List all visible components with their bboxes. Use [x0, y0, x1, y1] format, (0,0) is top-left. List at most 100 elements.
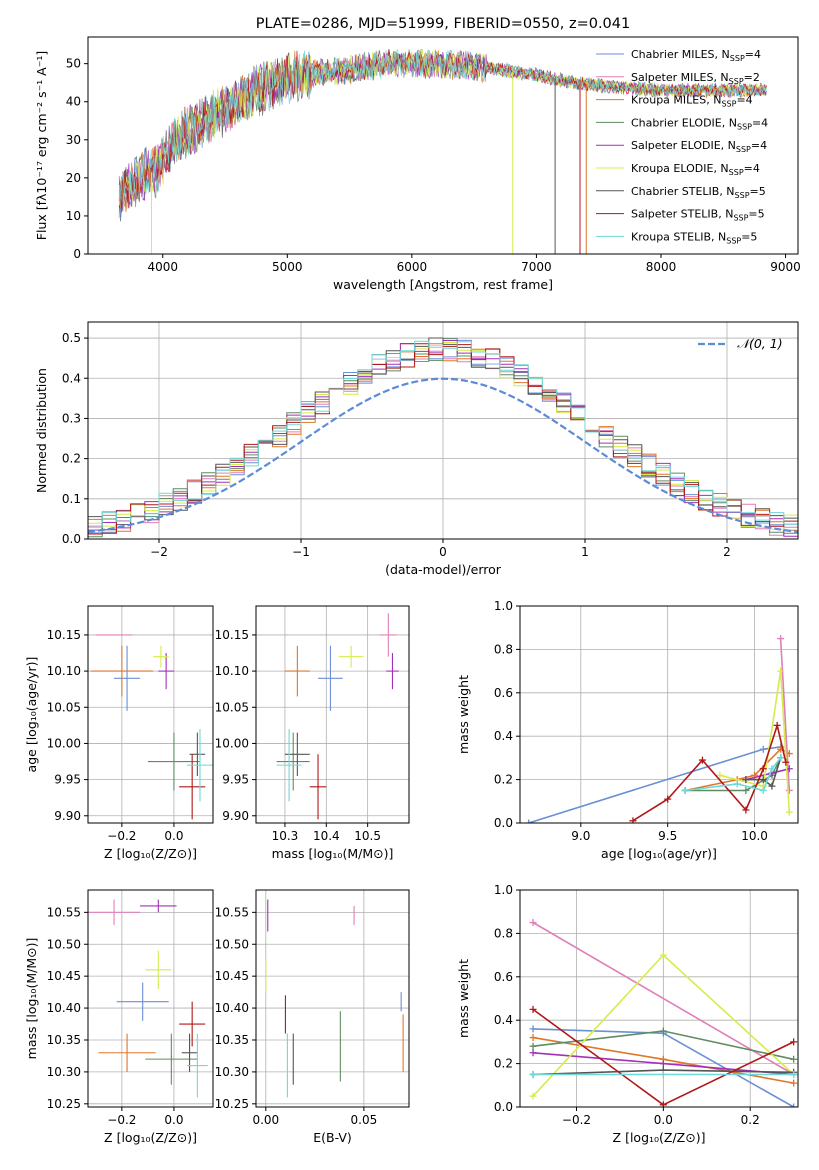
- legend-entry: Salpeter STELIB, NSSP=5: [631, 208, 765, 223]
- legend-nssp-value: =4: [745, 48, 761, 61]
- x-tick-label: 5000: [272, 260, 303, 274]
- x-tick-label: 0.05: [351, 1113, 378, 1127]
- y-tick-label: 10.00: [215, 736, 249, 750]
- x-tick-label: 10.3: [272, 829, 299, 843]
- weight-marker-chabrier-elodie: [742, 786, 750, 794]
- y-tick-label: 30: [66, 133, 81, 147]
- legend-nssp-value: =4: [752, 116, 768, 129]
- weight-marker-kroupa-miles: [529, 1034, 537, 1042]
- legend-nssp-sub: SSP: [736, 145, 751, 154]
- y-axis-label: mass weight: [456, 959, 471, 1038]
- histogram-chabrier-stelib: [88, 337, 798, 531]
- legend-entry: Kroupa STELIB, NSSP=5: [631, 230, 757, 245]
- axes-frame: [87, 889, 214, 1108]
- panel-weight-vs-Z: −0.2 0.0 0.2 0.0 0.2 0.4 0.6 0.8 1.0 Z [log₁₀(Z/Z…: [456, 883, 799, 1145]
- weight-marker-kroupa-stelib: [733, 780, 741, 788]
- y-tick-label: 10.50: [215, 937, 249, 951]
- y-tick-label: 10.40: [215, 1001, 249, 1015]
- y-tick-label: 10.05: [47, 700, 81, 714]
- x-tick-label: 9000: [770, 260, 801, 274]
- x-axis-label: E(B-V): [313, 1130, 352, 1145]
- weight-marker-salpeter-miles: [529, 919, 537, 927]
- legend-entry: 𝒩(0, 1): [737, 336, 783, 351]
- legend-nssp-sub: SSP: [729, 168, 744, 177]
- y-tick-label: 10.15: [215, 628, 249, 642]
- legend-entry: Kroupa MILES, NSSP=4: [631, 94, 753, 109]
- y-tick-label: 10.10: [215, 664, 249, 678]
- weight-marker-salpeter-miles: [785, 786, 793, 794]
- x-tick-label: 0.0: [164, 829, 183, 843]
- legend-nssp-prefix: , N: [706, 94, 721, 107]
- y-tick-label: 9.90: [54, 809, 81, 823]
- panel-mass-vs-EBV: 0.00 0.05 10.25 10.30 10.35 10.40 10.45 10.50 10…: [215, 889, 410, 1145]
- y-tick-label: 0.1: [62, 492, 81, 506]
- x-tick-label: 0.2: [741, 1113, 760, 1127]
- weight-marker-salpeter-stelib: [629, 817, 637, 823]
- y-tick-label: 10.15: [47, 628, 81, 642]
- legend-series-name: Chabrier ELODIE: [631, 116, 722, 129]
- y-tick-label: 10.40: [47, 1001, 81, 1015]
- legend-nssp-value: =4: [736, 94, 752, 107]
- y-tick-label: 0.4: [494, 1013, 513, 1027]
- weight-marker-kroupa-elodie: [716, 771, 724, 779]
- legend-series-name: Chabrier MILES: [631, 48, 715, 61]
- spectrum-line-kroupa-stelib: [118, 49, 767, 204]
- legend-series-name: Kroupa ELODIE: [631, 162, 713, 175]
- legend-nssp-sub: SSP: [721, 100, 736, 109]
- weight-marker-salpeter-stelib: [659, 1101, 667, 1107]
- y-tick-label: 1.0: [494, 599, 513, 613]
- weight-marker-kroupa-stelib: [790, 1070, 798, 1078]
- x-tick-label: 8000: [646, 260, 677, 274]
- weight-marker-salpeter-elodie: [529, 1049, 537, 1057]
- y-axis-label: age [log₁₀(age/yr)]: [24, 657, 39, 773]
- legend-series-name: Chabrier STELIB: [631, 185, 719, 198]
- weight-marker-salpeter-miles: [777, 635, 785, 643]
- x-tick-label: 0.0: [164, 1113, 183, 1127]
- y-tick-label: 50: [66, 57, 81, 71]
- x-tick-label: 10.0: [741, 829, 768, 843]
- y-tick-label: 0.0: [494, 1100, 513, 1114]
- y-tick-label: 10.10: [47, 664, 81, 678]
- weight-line-chabrier-elodie: [685, 757, 782, 792]
- legend-series-name: Salpeter MILES: [631, 71, 713, 84]
- axes-frame: [255, 605, 410, 824]
- x-tick-label: −2: [150, 545, 168, 559]
- x-tick-label: −1: [292, 545, 310, 559]
- x-tick-label: 6000: [397, 260, 428, 274]
- y-tick-label: 10.25: [215, 1097, 249, 1111]
- legend-nssp-prefix: , N: [713, 162, 728, 175]
- legend-nssp-prefix: , N: [713, 71, 728, 84]
- y-tick-label: 0.5: [62, 331, 81, 345]
- legend-series-name: Kroupa STELIB: [631, 230, 711, 243]
- panel-age-vs-Z: −0.2 0.0 9.90 9.95 10.00 10.05 10.10 10.15 Z [lo…: [24, 605, 214, 861]
- plot-area-age-vs-Z: [90, 634, 213, 820]
- weight-marker-salpeter-stelib: [742, 806, 750, 814]
- weight-marker-chabrier-elodie: [790, 1055, 798, 1063]
- y-tick-label: 10.25: [47, 1097, 81, 1111]
- x-tick-label: −0.2: [107, 829, 136, 843]
- y-tick-label: 0.2: [494, 773, 513, 787]
- y-axis-label: mass weight: [456, 675, 471, 754]
- plot-area-weight-vs-age: [525, 635, 793, 823]
- legend-nssp-value: =5: [750, 185, 766, 198]
- legend-nssp-value: =4: [744, 162, 760, 175]
- plot-area-mass-vs-EBV: [265, 899, 404, 1098]
- y-tick-label: 10.55: [47, 905, 81, 919]
- y-tick-label: 40: [66, 95, 81, 109]
- weight-marker-kroupa-stelib: [759, 786, 767, 794]
- weight-marker-salpeter-stelib: [664, 795, 672, 803]
- y-tick-label: 10.30: [215, 1065, 249, 1079]
- weight-marker-chabrier-elodie: [659, 1027, 667, 1035]
- chart-title: PLATE=0286, MJD=51999, FIBERID=0550, z=0…: [256, 16, 630, 32]
- weight-marker-kroupa-elodie: [529, 1092, 537, 1100]
- legend-entry: Chabrier MILES, NSSP=4: [631, 48, 761, 63]
- legend-entry: Salpeter MILES, NSSP=2: [631, 71, 760, 86]
- y-tick-label: 10.55: [215, 905, 249, 919]
- histogram-salpeter-stelib: [88, 343, 798, 535]
- x-axis-label: Z [log₁₀(Z/Z⊙)]: [104, 846, 197, 861]
- y-tick-label: 0.4: [494, 729, 513, 743]
- axes-frame: [87, 36, 799, 255]
- y-tick-label: 1.0: [494, 883, 513, 897]
- panel-residuals: 𝒩(0, 1) −2 −1 0 1 2 0.0 0.1 0.2 0.3 0.4 0.5 (data-mo…: [34, 321, 799, 577]
